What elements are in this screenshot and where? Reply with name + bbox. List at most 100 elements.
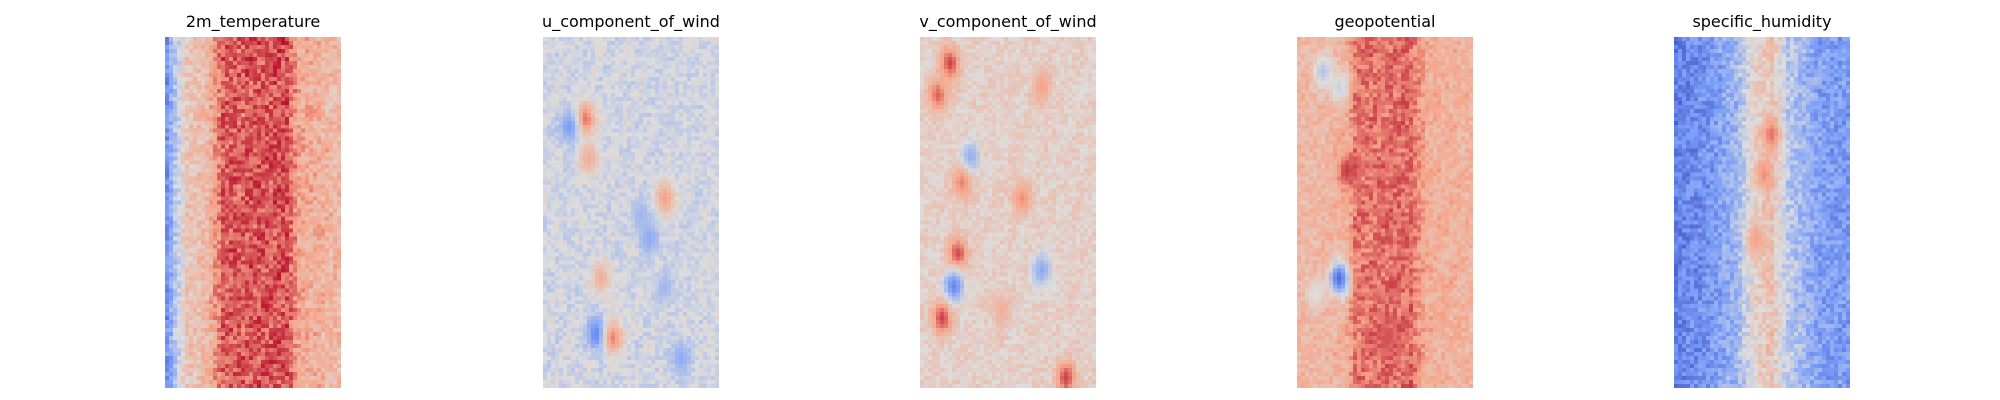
heatmap-cell xyxy=(543,48,548,54)
heatmap-cell xyxy=(193,100,198,106)
heatmap-cell xyxy=(309,352,314,357)
heatmap-cell xyxy=(337,232,341,237)
heatmap-cell xyxy=(245,132,250,138)
heatmap-cell xyxy=(261,256,266,261)
heatmap-cell xyxy=(201,124,206,130)
heatmap-cell xyxy=(189,72,194,78)
heatmap-cell xyxy=(257,164,262,169)
heatmap-cell xyxy=(221,360,226,365)
heatmap-cell xyxy=(285,108,290,114)
heatmap-cell xyxy=(309,284,314,289)
heatmap-cell xyxy=(221,132,226,138)
heatmap-cell xyxy=(683,68,688,74)
heatmap-cell xyxy=(333,168,338,173)
heatmap-cell xyxy=(189,304,194,309)
heatmap-cell xyxy=(671,132,676,138)
heatmap-cell xyxy=(321,88,326,94)
heatmap-cell xyxy=(225,37,230,42)
heatmap-cell xyxy=(253,352,258,357)
heatmap-cell xyxy=(317,268,322,273)
heatmap-cell xyxy=(241,288,246,293)
heatmap-cell xyxy=(245,332,250,337)
heatmap-cell xyxy=(583,104,588,110)
heatmap-cell xyxy=(575,92,580,98)
heatmap-cell xyxy=(607,96,612,102)
heatmap-cell xyxy=(325,84,330,90)
heatmap-cell xyxy=(253,240,258,245)
heatmap-cell xyxy=(249,336,254,341)
heatmap-cell xyxy=(317,92,322,98)
heatmap-cell xyxy=(301,284,306,289)
heatmap-cell xyxy=(591,56,596,62)
heatmap-cell xyxy=(249,320,254,325)
heatmap-cell xyxy=(209,40,214,46)
heatmap-cell xyxy=(169,112,174,118)
heatmap-cell xyxy=(197,128,202,134)
heatmap-cell xyxy=(177,156,182,161)
heatmap-cell xyxy=(189,276,194,281)
heatmap-cell xyxy=(325,216,330,221)
heatmap-cell xyxy=(329,204,334,209)
heatmap-cell xyxy=(591,84,596,90)
heatmap-cell xyxy=(221,108,226,114)
heatmap-cell xyxy=(269,40,274,46)
heatmap-cell xyxy=(209,236,214,241)
heatmap-cell xyxy=(165,316,170,321)
heatmap-cell xyxy=(177,268,182,273)
heatmap-cell xyxy=(205,356,210,361)
heatmap-cell xyxy=(265,260,270,265)
heatmap-cell xyxy=(173,80,178,86)
heatmap-cell xyxy=(321,300,326,305)
heatmap-cell xyxy=(277,112,282,118)
heatmap-cell xyxy=(225,88,230,94)
heatmap-cell xyxy=(651,100,656,106)
heatmap-cell xyxy=(213,116,218,122)
heatmap-cell xyxy=(301,356,306,361)
heatmap-cell xyxy=(237,328,242,333)
heatmap-cell xyxy=(675,52,680,58)
heatmap-cell xyxy=(703,64,708,70)
heatmap-cell xyxy=(543,116,548,122)
heatmap-cell xyxy=(273,100,278,106)
heatmap-cell xyxy=(177,260,182,265)
heatmap-cell xyxy=(185,184,190,189)
heatmap-cell xyxy=(241,132,246,138)
heatmap-cell xyxy=(273,60,278,66)
heatmap-cell xyxy=(313,68,318,74)
heatmap-cell xyxy=(261,220,266,225)
heatmap-cell xyxy=(583,92,588,98)
heatmap-cell xyxy=(245,292,250,297)
heatmap-cell xyxy=(293,148,298,153)
heatmap-cell xyxy=(185,232,190,237)
heatmap-cell xyxy=(257,280,262,285)
heatmap-cell xyxy=(205,340,210,345)
heatmap-cell xyxy=(643,56,648,62)
heatmap-cell xyxy=(313,128,318,134)
heatmap-cell xyxy=(173,348,178,353)
heatmap-cell xyxy=(269,336,274,341)
heatmap-cell xyxy=(201,220,206,225)
heatmap-cell xyxy=(265,240,270,245)
heatmap-cell xyxy=(165,72,170,78)
heatmap-cell xyxy=(317,280,322,285)
heatmap-cell xyxy=(301,40,306,46)
heatmap-cell xyxy=(293,204,298,209)
heatmap-cell xyxy=(201,364,206,369)
heatmap-cell xyxy=(193,260,198,265)
heatmap-cell xyxy=(261,136,266,142)
heatmap-cell xyxy=(277,264,282,269)
heatmap-cell xyxy=(253,128,258,134)
heatmap-cell xyxy=(233,60,238,66)
heatmap-cell xyxy=(695,84,700,90)
heatmap-cell xyxy=(177,180,182,185)
heatmap-cell xyxy=(201,356,206,361)
heatmap-cell xyxy=(201,272,206,277)
heatmap-cell xyxy=(281,224,286,229)
heatmap-cell xyxy=(201,308,206,313)
heatmap-cell xyxy=(579,68,584,74)
heatmap-cell xyxy=(173,48,178,54)
heatmap-cell xyxy=(205,348,210,353)
heatmap-cell xyxy=(627,108,632,114)
heatmap-cell xyxy=(317,316,322,321)
heatmap-cell xyxy=(321,256,326,261)
